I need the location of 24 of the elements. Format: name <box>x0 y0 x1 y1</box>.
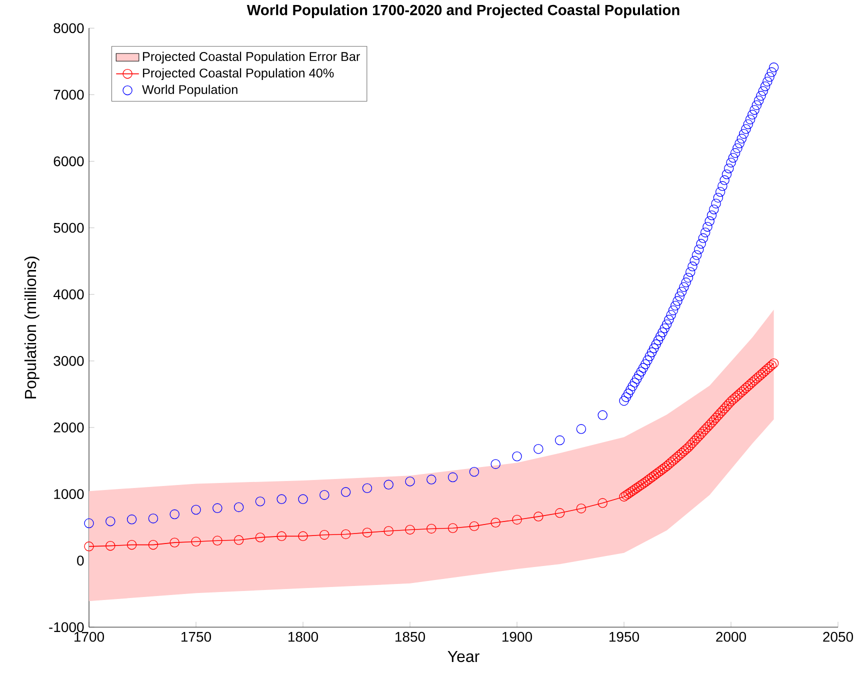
y-tick-label: 2000 <box>54 422 84 432</box>
legend-label: Projected Coastal Population 40% <box>143 68 334 80</box>
y-tick-label: 4000 <box>53 289 84 300</box>
chart-title: World Population 1700-2020 and Projected Coastal Population <box>246 4 680 18</box>
legend-label: Projected Coastal Population Error Bar <box>143 52 360 64</box>
y-tick-label: -1000 <box>49 622 84 632</box>
y-tick-label: 5000 <box>54 222 84 233</box>
y-tick-label: 1000 <box>54 489 84 499</box>
x-tick-label: 1800 <box>288 632 318 642</box>
x-tick-label: 1850 <box>396 632 426 642</box>
x-tick-label: 1700 <box>74 632 104 642</box>
x-tick-label: 2050 <box>823 632 854 642</box>
x-tick-label: 2000 <box>716 632 746 642</box>
x-axis-title: Year <box>448 650 480 662</box>
x-tick-label: 1900 <box>502 632 532 642</box>
y-tick-label: 0 <box>77 556 84 566</box>
y-tick-label: 3000 <box>54 356 84 366</box>
x-tick-label: 1750 <box>181 632 212 642</box>
y-tick-label: 8000 <box>54 23 84 34</box>
y-tick-label: 6000 <box>54 156 84 166</box>
y-tick-label: 7000 <box>54 90 84 100</box>
legend-label: World Population <box>142 84 238 96</box>
y-axis-title: Population (millions) <box>24 256 40 398</box>
x-tick-label: 1950 <box>610 632 640 642</box>
